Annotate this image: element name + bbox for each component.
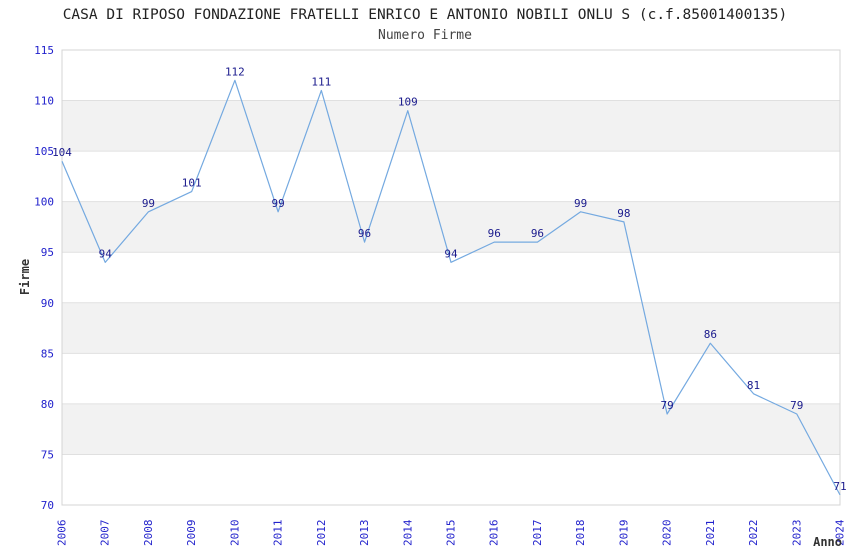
y-tick-label: 70 <box>41 499 54 512</box>
data-label: 86 <box>704 328 717 341</box>
x-tick-label: 2010 <box>228 520 241 547</box>
x-tick-label: 2023 <box>790 520 803 547</box>
x-axis-title: Anno <box>813 535 842 549</box>
data-label: 98 <box>617 207 630 220</box>
y-tick-label: 85 <box>41 347 54 360</box>
data-label: 96 <box>488 227 501 240</box>
x-tick-label: 2024 <box>834 519 847 546</box>
x-tick-label: 2012 <box>315 520 328 547</box>
x-tick-label: 2013 <box>358 520 371 547</box>
plot-border <box>61 49 841 506</box>
data-label: 111 <box>311 75 331 88</box>
x-tick-label: 2019 <box>617 520 630 547</box>
x-tick-label: 2015 <box>445 520 458 547</box>
data-label: 79 <box>660 399 673 412</box>
plot-band <box>62 302 840 354</box>
y-tick-label: 75 <box>41 448 54 461</box>
y-tick-label: 80 <box>41 398 54 411</box>
y-axis-title: Firme <box>18 259 32 295</box>
x-tick-label: 2008 <box>142 520 155 547</box>
x-tick-label: 2016 <box>488 520 501 547</box>
data-label: 94 <box>99 247 113 260</box>
chart-subtitle: Numero Firme <box>378 28 472 43</box>
y-tick-label: 110 <box>34 95 54 108</box>
data-label: 96 <box>531 227 544 240</box>
plot-band <box>62 201 840 253</box>
plot-band <box>62 100 840 152</box>
data-label: 96 <box>358 227 371 240</box>
x-tick-label: 2007 <box>99 520 112 547</box>
data-label: 101 <box>182 177 202 190</box>
y-tick-label: 95 <box>41 246 54 259</box>
data-label: 99 <box>271 197 284 210</box>
y-tick-label: 105 <box>34 145 54 158</box>
data-label: 99 <box>142 197 155 210</box>
data-label: 81 <box>747 379 760 392</box>
x-tick-label: 2021 <box>704 520 717 547</box>
y-tick-label: 115 <box>34 44 54 57</box>
data-label: 79 <box>790 399 803 412</box>
data-label: 112 <box>225 65 245 78</box>
data-label: 109 <box>398 96 418 109</box>
plot-band <box>62 403 840 455</box>
y-tick-label: 90 <box>41 297 54 310</box>
x-tick-label: 2022 <box>747 520 760 547</box>
data-label: 94 <box>444 247 458 260</box>
data-label: 71 <box>833 480 846 493</box>
data-label: 99 <box>574 197 587 210</box>
data-label: 104 <box>52 146 72 159</box>
chart-title: CASA DI RIPOSO FONDAZIONE FRATELLI ENRIC… <box>62 7 788 23</box>
y-tick-label: 100 <box>34 196 54 209</box>
x-tick-label: 2009 <box>185 520 198 547</box>
x-tick-label: 2014 <box>401 519 414 546</box>
series-line <box>61 79 841 496</box>
x-tick-label: 2011 <box>272 520 285 547</box>
x-tick-label: 2006 <box>56 520 69 547</box>
x-tick-label: 2020 <box>661 520 674 547</box>
x-tick-label: 2018 <box>574 520 587 547</box>
x-tick-label: 2017 <box>531 520 544 547</box>
